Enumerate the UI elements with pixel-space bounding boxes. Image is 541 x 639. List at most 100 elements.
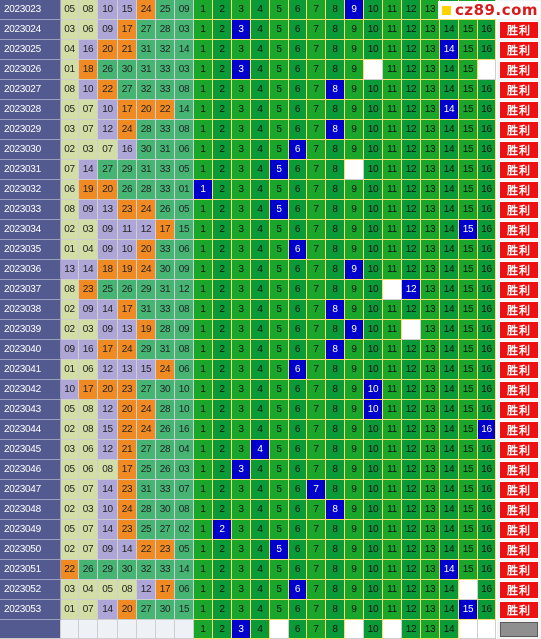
- blue-trend-cell: 13: [421, 100, 440, 120]
- blue-trend-cell: 7: [307, 460, 326, 480]
- red-ball-cell: 26: [118, 180, 137, 200]
- status-label: 胜利: [499, 181, 539, 199]
- red-ball-cell: 24: [118, 500, 137, 520]
- blue-trend-cell: 4: [251, 400, 270, 420]
- blue-trend-cell: 12: [402, 580, 421, 600]
- blue-trend-cell: 8: [326, 520, 345, 540]
- blue-trend-cell: 1: [194, 600, 213, 620]
- red-ball-cell: 14: [79, 260, 98, 280]
- blue-trend-cell: 16: [478, 160, 496, 180]
- blue-trend-cell: 1: [194, 120, 213, 140]
- status-badge: 胜利: [497, 520, 541, 540]
- period-cell: 2023037: [0, 280, 61, 300]
- red-ball-cell: 31: [137, 160, 156, 180]
- blue-trend-cell: 13: [421, 600, 440, 620]
- red-ball-cell: 07: [98, 140, 118, 160]
- blue-trend-cell: 6: [289, 620, 307, 639]
- blue-trend-hit: 10: [364, 380, 383, 400]
- blue-trend-cell: 1: [194, 560, 213, 580]
- red-ball-cell: 17: [156, 580, 175, 600]
- blue-trend-cell: 15: [459, 240, 478, 260]
- blue-trend-cell: 11: [383, 520, 402, 540]
- red-ball-cell: 33: [156, 60, 175, 80]
- blue-trend-cell: 7: [307, 600, 326, 620]
- blue-trend-cell: 6: [289, 60, 307, 80]
- blue-trend-gap: [383, 620, 402, 639]
- blue-trend-cell: 14: [440, 540, 459, 560]
- blue-ball-cell: 09: [175, 0, 194, 20]
- blue-trend-cell: 5: [270, 180, 289, 200]
- blue-trend-cell: 1: [194, 500, 213, 520]
- blue-trend-cell: 11: [383, 560, 402, 580]
- blue-trend-cell: 10: [364, 420, 383, 440]
- status-label: 胜利: [499, 281, 539, 299]
- status-badge: 胜利: [497, 300, 541, 320]
- red-ball-cell: 01: [61, 360, 79, 380]
- blue-trend-cell: 1: [194, 100, 213, 120]
- blue-trend-cell: 10: [364, 40, 383, 60]
- red-ball-cell: 10: [98, 0, 118, 20]
- red-ball-cell: 31: [137, 60, 156, 80]
- blue-trend-cell: 13: [421, 480, 440, 500]
- period-cell: 2023041: [0, 360, 61, 380]
- status-label: 胜利: [499, 441, 539, 459]
- red-ball-cell: 26: [156, 200, 175, 220]
- red-ball-cell: 17: [118, 460, 137, 480]
- blue-trend-cell: 15: [459, 80, 478, 100]
- red-ball-cell: 12: [98, 120, 118, 140]
- blue-trend-hit: 5: [270, 160, 289, 180]
- blue-trend-cell: 11: [383, 340, 402, 360]
- blue-trend-hit: 7: [307, 480, 326, 500]
- status-label: 胜利: [499, 601, 539, 619]
- red-ball-cell: 19: [118, 260, 137, 280]
- blue-ball-cell: 15: [175, 600, 194, 620]
- status-label: 胜利: [499, 341, 539, 359]
- red-ball-cell: 07: [79, 120, 98, 140]
- blue-trend-cell: 5: [270, 40, 289, 60]
- blue-trend-cell: 14: [440, 360, 459, 380]
- blue-trend-cell: 4: [251, 260, 270, 280]
- status-badge: 胜利: [497, 200, 541, 220]
- blue-trend-cell: 12: [402, 620, 421, 639]
- blue-trend-cell: 14: [440, 460, 459, 480]
- red-ball-cell: 28: [137, 500, 156, 520]
- blue-trend-cell: 13: [421, 620, 440, 639]
- pending-indicator: [500, 622, 538, 637]
- blue-trend-cell: 2: [213, 0, 232, 20]
- blue-trend-cell: 3: [232, 340, 251, 360]
- blue-trend-cell: 5: [270, 140, 289, 160]
- period-cell: 2023050: [0, 540, 61, 560]
- blue-trend-cell: 2: [213, 80, 232, 100]
- red-ball-cell: 13: [118, 320, 137, 340]
- status-badge: 胜利: [497, 540, 541, 560]
- blue-trend-cell: 14: [440, 440, 459, 460]
- blue-trend-cell: 7: [307, 300, 326, 320]
- blue-trend-cell: 14: [440, 60, 459, 80]
- blue-trend-cell: 11: [383, 260, 402, 280]
- status-badge: 胜利: [497, 160, 541, 180]
- blue-trend-cell: 3: [232, 280, 251, 300]
- blue-trend-cell: 4: [251, 620, 270, 639]
- status-badge: 胜利: [497, 500, 541, 520]
- blue-trend-cell: 1: [194, 300, 213, 320]
- blue-trend-cell: 10: [364, 20, 383, 40]
- blue-trend-cell: 6: [289, 420, 307, 440]
- period-cell: 2023029: [0, 120, 61, 140]
- period-cell: 2023030: [0, 140, 61, 160]
- blue-trend-hit: 15: [459, 220, 478, 240]
- red-ball-cell: 02: [61, 320, 79, 340]
- blue-trend-cell: 14: [440, 120, 459, 140]
- red-ball-cell: 29: [137, 340, 156, 360]
- red-ball-cell: 13: [61, 260, 79, 280]
- blue-trend-cell: 14: [440, 180, 459, 200]
- blue-trend-cell: 6: [289, 460, 307, 480]
- blue-trend-cell: 13: [421, 340, 440, 360]
- blue-trend-cell: 3: [232, 440, 251, 460]
- red-ball-cell: 23: [118, 480, 137, 500]
- red-ball-cell: 09: [79, 300, 98, 320]
- blue-trend-cell: 12: [402, 80, 421, 100]
- blue-trend-cell: 12: [402, 60, 421, 80]
- red-ball-cell: 28: [137, 120, 156, 140]
- blue-trend-cell: 3: [232, 600, 251, 620]
- blue-trend-cell: 7: [307, 560, 326, 580]
